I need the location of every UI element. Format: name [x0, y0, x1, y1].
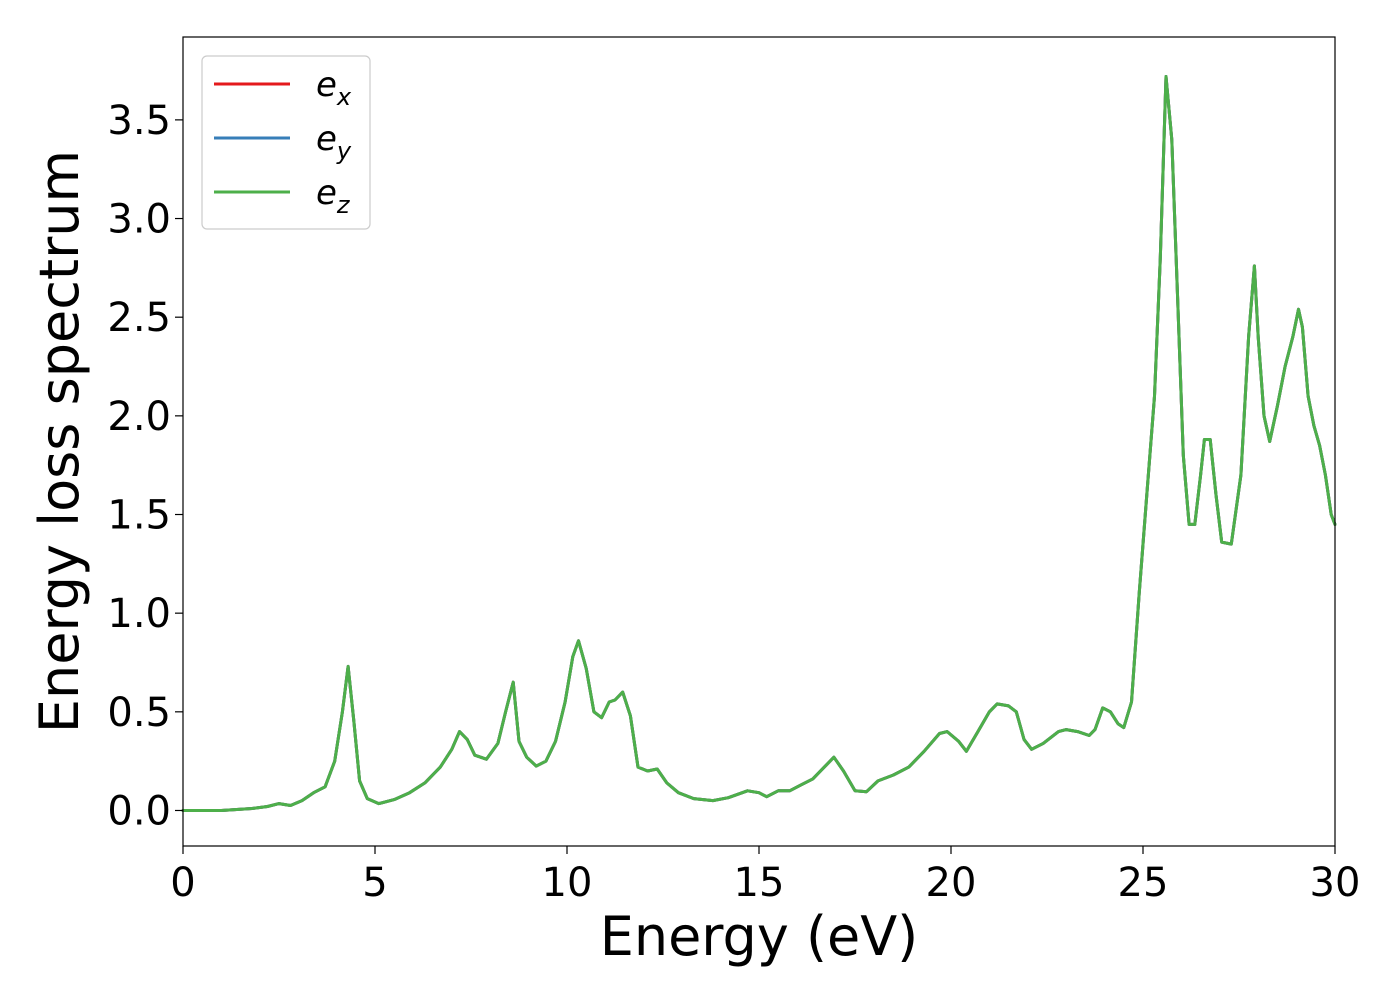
y-tick-label: 2.0 [107, 394, 171, 440]
y-axis-title: Energy loss spectrum [28, 150, 91, 733]
x-tick-label: 5 [362, 860, 387, 906]
x-axis-ticks: 0 5 10 15 20 25 30 [170, 846, 1360, 906]
x-tick-label: 0 [170, 860, 195, 906]
x-tick-label: 15 [734, 860, 785, 906]
y-tick-label: 3.0 [107, 197, 171, 243]
y-tick-label: 1.5 [107, 493, 171, 539]
y-tick-label: 0.5 [107, 690, 171, 736]
y-tick-label: 1.0 [107, 591, 171, 637]
x-axis-title: Energy (eV) [600, 905, 919, 968]
y-axis-ticks: 0.0 0.5 1.0 1.5 2.0 2.5 3.0 3.5 [107, 98, 183, 834]
x-tick-label: 20 [926, 860, 977, 906]
x-tick-label: 25 [1118, 860, 1169, 906]
x-tick-label: 30 [1310, 860, 1361, 906]
y-tick-label: 2.5 [107, 295, 171, 341]
y-tick-label: 0.0 [107, 788, 171, 834]
legend-box [201, 55, 371, 230]
x-tick-label: 10 [542, 860, 593, 906]
series-line-e-z [181, 75, 1337, 812]
y-tick-label: 3.5 [107, 98, 171, 144]
plot-lines [181, 75, 1337, 812]
